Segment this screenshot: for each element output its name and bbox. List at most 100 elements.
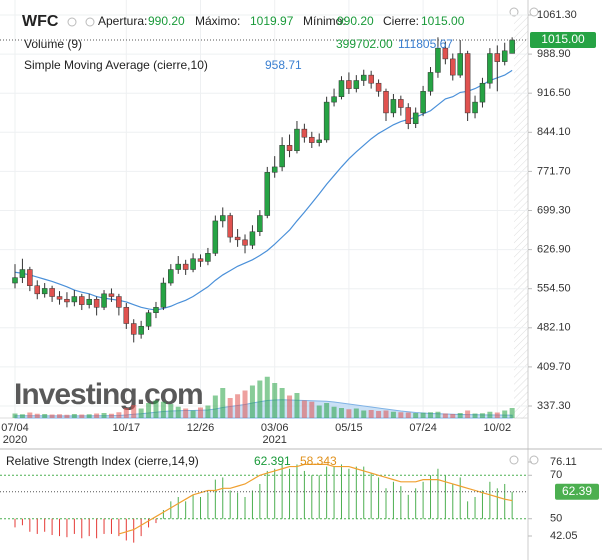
candle-body bbox=[220, 215, 226, 222]
candle-body bbox=[316, 139, 322, 143]
candle-body bbox=[19, 269, 26, 278]
eye-icon[interactable] bbox=[67, 17, 77, 27]
volume-bar bbox=[227, 398, 233, 418]
volume-bar bbox=[279, 388, 285, 418]
last-price-label: 1015.00 bbox=[541, 32, 585, 46]
volume-bar bbox=[405, 412, 411, 418]
y-tick-label: 916.50 bbox=[537, 87, 571, 99]
candle-body bbox=[301, 128, 308, 138]
last-rsi-label: 62.39 bbox=[562, 484, 592, 498]
volume-bar bbox=[235, 394, 241, 418]
volume-bar bbox=[383, 410, 389, 418]
volume-bar bbox=[331, 406, 337, 418]
volume-bar bbox=[146, 403, 152, 418]
candle-body bbox=[479, 82, 486, 103]
volume-bar bbox=[131, 405, 137, 418]
close-icon[interactable] bbox=[529, 455, 539, 465]
candle-body bbox=[331, 96, 337, 103]
info-value: 1015.00 bbox=[421, 14, 465, 28]
candle-body bbox=[412, 112, 419, 124]
candle-body bbox=[294, 128, 300, 151]
candle-body bbox=[450, 58, 456, 76]
volume-bar bbox=[294, 393, 300, 418]
last-rsi-tag bbox=[555, 483, 599, 500]
hide-icon[interactable] bbox=[509, 7, 519, 17]
volume-bar bbox=[353, 408, 359, 418]
volume-bar bbox=[272, 383, 278, 418]
legend-icons bbox=[67, 7, 539, 465]
candle-body bbox=[64, 298, 70, 303]
x-tick-label: 03/06 bbox=[261, 422, 289, 434]
volume-bar bbox=[472, 413, 478, 418]
volume-bar bbox=[390, 411, 396, 418]
y-tick-label: 337.30 bbox=[537, 400, 571, 412]
volume-bar bbox=[138, 408, 144, 418]
candle-body bbox=[182, 263, 189, 270]
info-label: Cierre: bbox=[383, 14, 419, 28]
info-value: 990.20 bbox=[337, 14, 374, 28]
volume-bar bbox=[420, 412, 426, 418]
candle-body bbox=[41, 288, 48, 295]
volume-bar bbox=[309, 401, 315, 418]
info-value: 990.20 bbox=[148, 14, 185, 28]
volume-bar bbox=[198, 407, 203, 418]
volume-bar bbox=[398, 412, 404, 418]
candle-body bbox=[190, 258, 196, 270]
x-year-label: 2021 bbox=[262, 434, 286, 446]
gear-icon[interactable] bbox=[85, 17, 95, 27]
y-tick-label: 409.70 bbox=[537, 361, 571, 373]
volume-bar bbox=[368, 410, 374, 418]
x-tick-label: 10/02 bbox=[484, 422, 512, 434]
candle-body bbox=[257, 215, 263, 232]
candle-body bbox=[175, 263, 181, 270]
rsi-signal-line bbox=[118, 463, 513, 535]
volume-bar bbox=[94, 413, 100, 418]
y-tick-label: 482.10 bbox=[537, 322, 571, 334]
candle-body bbox=[442, 47, 449, 60]
volume-bar bbox=[376, 411, 382, 418]
candle-body bbox=[264, 172, 271, 216]
candle-body bbox=[27, 269, 33, 286]
rsi-plot bbox=[14, 463, 513, 543]
close-icon[interactable] bbox=[529, 7, 539, 17]
volume-bar bbox=[509, 408, 515, 418]
candle-body bbox=[49, 288, 55, 297]
volume-bar bbox=[205, 405, 211, 418]
rsi-title: Relative Strength Index (cierre,14,9) bbox=[6, 454, 199, 468]
candle-body bbox=[338, 80, 345, 97]
candle-body bbox=[271, 166, 278, 173]
x-tick-label: 12/26 bbox=[187, 422, 215, 434]
volume-bar bbox=[465, 410, 471, 418]
y-tick-label: 1061.30 bbox=[537, 9, 577, 21]
volume-bar bbox=[502, 410, 508, 418]
candle-body bbox=[509, 39, 515, 54]
volume-bar bbox=[479, 413, 485, 418]
candle-body bbox=[168, 269, 174, 284]
candle-body bbox=[405, 107, 412, 124]
y-tick-label: 50 bbox=[550, 513, 562, 525]
candle-body bbox=[12, 277, 18, 284]
rsi-value: 62.391 bbox=[254, 454, 291, 468]
candle-body bbox=[286, 145, 293, 151]
candle-body bbox=[197, 258, 204, 262]
candle-body bbox=[86, 298, 92, 305]
y-tick-label: 626.90 bbox=[537, 244, 571, 256]
volume-bar bbox=[160, 401, 166, 418]
candle-body bbox=[93, 298, 100, 308]
volume-bar bbox=[324, 403, 330, 418]
hide-icon[interactable] bbox=[509, 455, 519, 465]
volume-bar bbox=[12, 413, 18, 418]
candle-body bbox=[472, 101, 478, 114]
volume-bar bbox=[361, 410, 367, 418]
candle-body bbox=[309, 136, 315, 143]
volume-bar bbox=[153, 400, 159, 418]
y-tick-label: 771.70 bbox=[537, 165, 571, 177]
candle-body bbox=[435, 47, 441, 73]
x-tick-label: 05/15 bbox=[335, 422, 363, 434]
volume-bar bbox=[86, 414, 92, 418]
volume-bar bbox=[428, 412, 434, 418]
sma-line bbox=[14, 69, 513, 311]
candle-body bbox=[494, 53, 501, 62]
candle-body bbox=[249, 231, 256, 246]
